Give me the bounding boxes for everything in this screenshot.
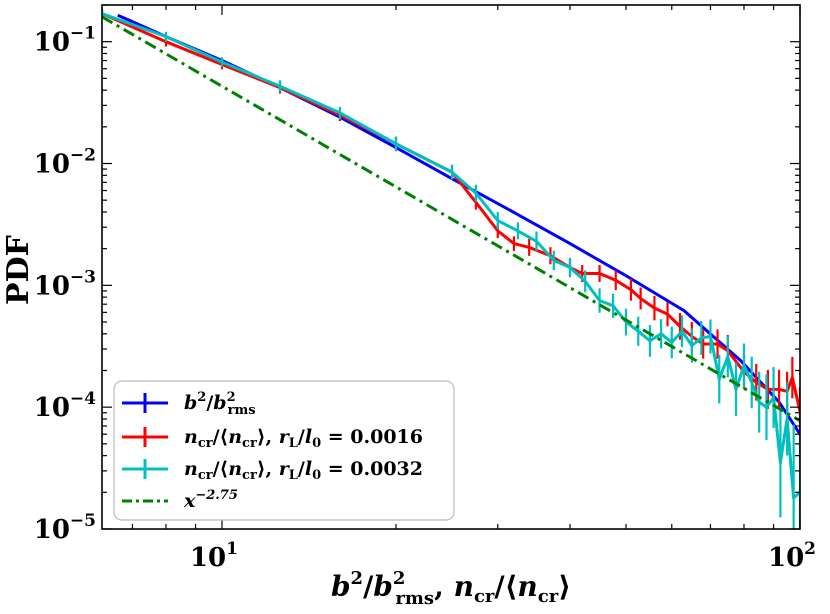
legend-label-ncr-0032: ncr/⟨ncr⟩, rL/l0 = 0.0032 <box>184 458 423 483</box>
series-line-1 <box>102 12 800 412</box>
legend-entry-powerlaw: x−2.75 <box>122 488 238 512</box>
legend-label-powerlaw: x−2.75 <box>183 488 238 512</box>
legend-label-b2: b2/b2 rms <box>184 390 256 418</box>
y-tick-label-3: 10−4 <box>34 389 96 423</box>
legend-entry-ncr-0032: ncr/⟨ncr⟩, rL/l0 = 0.0032 <box>122 458 423 483</box>
legend-entry-ncr-0016: ncr/⟨ncr⟩, rL/l0 = 0.0016 <box>122 426 423 451</box>
plot-frame <box>101 4 801 530</box>
legend-entry-b2: b2/b2 rms <box>122 390 256 418</box>
y-tick-label-0: 10−1 <box>34 24 96 58</box>
y-tick-label-1: 10−2 <box>34 146 96 180</box>
legend-label-ncr-0016: ncr/⟨ncr⟩, rL/l0 = 0.0016 <box>184 426 423 451</box>
y-tick-label-2: 10−3 <box>34 267 96 301</box>
x-tick-label-0: 101 <box>190 539 238 573</box>
legend: b2/b2 rms ncr/⟨ncr⟩, rL/l0 = 0.0016 ncr/⟨… <box>113 380 455 521</box>
series-line-0 <box>117 13 800 436</box>
y-axis-title: PDF <box>1 235 36 305</box>
series-layer <box>102 8 800 529</box>
x-axis-title: b2/b2 rms, ncr/⟨ncr⟩ <box>331 568 571 609</box>
x-tick-label-1: 102 <box>768 539 816 573</box>
y-tick-label-4: 10−5 <box>34 511 96 545</box>
series-line-3 <box>102 15 800 422</box>
legend-box <box>113 380 455 521</box>
